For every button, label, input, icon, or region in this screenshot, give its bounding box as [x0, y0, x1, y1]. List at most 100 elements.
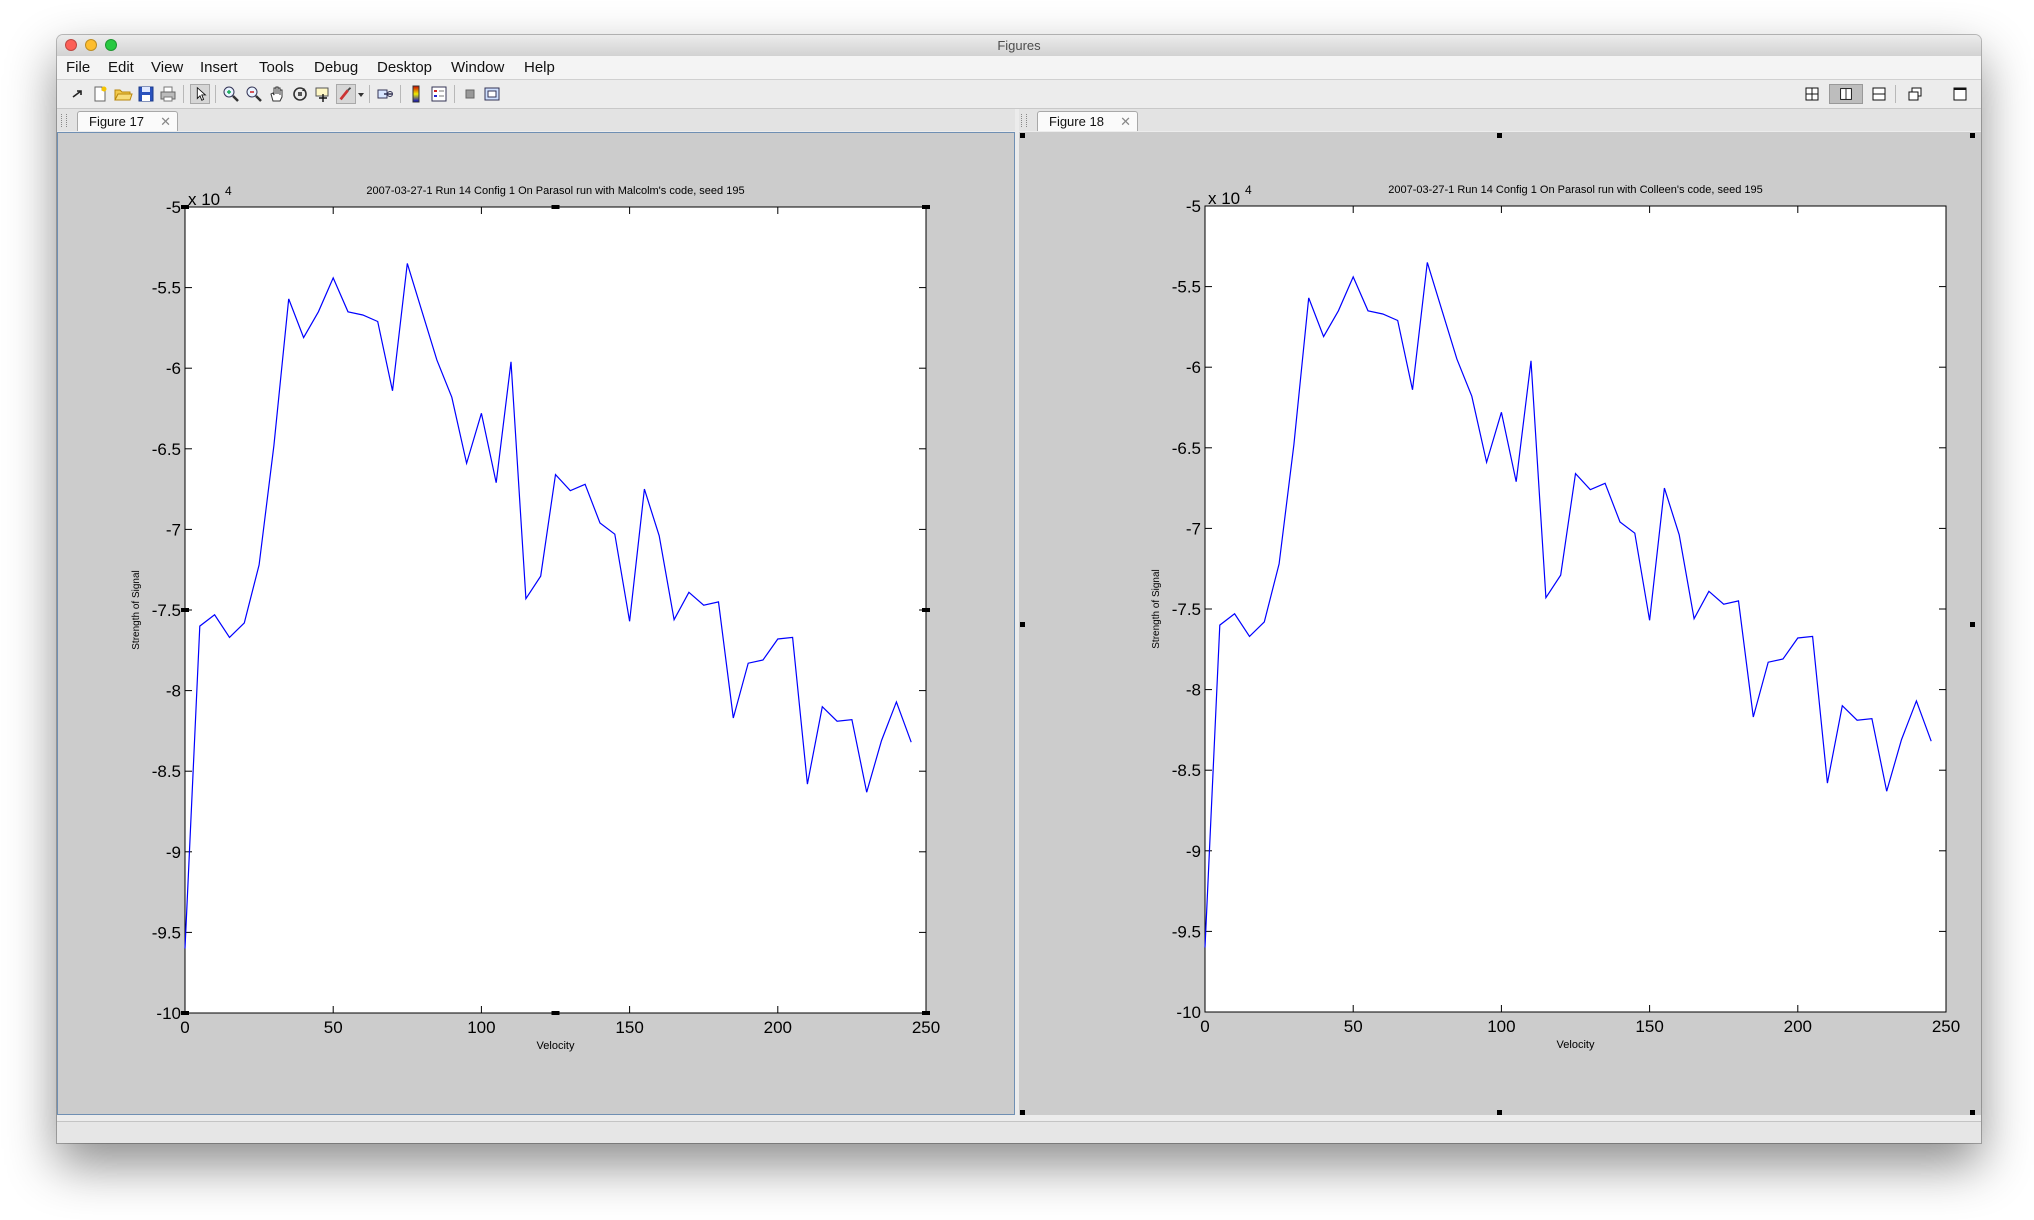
- fig17-selection-handle: [181, 608, 189, 612]
- fig18-panel-handle: [1970, 622, 1975, 627]
- fig18-ytick-label: -8: [1186, 681, 1201, 700]
- show-plot-tools-icon[interactable]: [482, 84, 502, 104]
- fig18-plot-area: [1204, 205, 1947, 1013]
- float-icon[interactable]: [1905, 84, 1925, 104]
- fig17-xtick-label: 50: [324, 1018, 343, 1037]
- fig18-ytick-label: -9.5: [1172, 922, 1201, 941]
- pan-hand-icon[interactable]: [267, 84, 287, 104]
- maximize-icon[interactable]: [1950, 84, 1970, 104]
- open-file-icon[interactable]: [113, 84, 133, 104]
- minimize-window-button[interactable]: [85, 39, 97, 51]
- tab-figure-18[interactable]: Figure 18 ✕: [1037, 111, 1138, 131]
- figure-18-panel[interactable]: 2007-03-27-1 Run 14 Config 1 On Parasol …: [1019, 132, 1981, 1115]
- fig17-exponent-power: 4: [225, 184, 232, 198]
- fig17-xtick-label: 200: [764, 1018, 792, 1037]
- menu-help[interactable]: Help: [524, 59, 555, 76]
- fig18-xtick-label: 150: [1635, 1017, 1663, 1036]
- fig18-xtick-label: 0: [1200, 1017, 1209, 1036]
- link-plot-icon[interactable]: [375, 84, 395, 104]
- fig17-ytick-label: -6.5: [152, 440, 181, 459]
- fig18-xtick-label: 100: [1487, 1017, 1515, 1036]
- fig18-ytick-label: -9: [1186, 842, 1201, 861]
- print-icon[interactable]: [158, 84, 178, 104]
- tab-figure-17[interactable]: Figure 17 ✕: [77, 111, 178, 131]
- fig18-xtick-label: 250: [1932, 1017, 1960, 1036]
- fig17-exponent-label: x 10: [188, 190, 220, 209]
- fig18-panel-handle: [1020, 1110, 1025, 1115]
- menu-desktop[interactable]: Desktop: [377, 59, 433, 76]
- hide-plot-tools-icon[interactable]: [460, 84, 480, 104]
- insert-legend-icon[interactable]: [429, 84, 449, 104]
- menu-debug[interactable]: Debug: [314, 59, 359, 76]
- fig17-ytick-label: -7: [166, 520, 181, 539]
- fig18-ytick-label: -5: [1186, 197, 1201, 216]
- menu-window[interactable]: Window: [451, 59, 505, 76]
- fig17-xlabel: Velocity: [537, 1040, 575, 1052]
- figure-17-canvas: 2007-03-27-1 Run 14 Config 1 On Parasol …: [131, 184, 940, 1052]
- fig17-ytick-label: -10: [156, 1004, 181, 1023]
- fig18-ytick-label: -6.5: [1172, 439, 1201, 458]
- fig17-xtick-label: 250: [912, 1018, 940, 1037]
- fig17-selection-handle: [551, 1011, 560, 1015]
- fig17-ytick-label: -6: [166, 359, 181, 378]
- fig18-panel-handle: [1020, 622, 1025, 627]
- status-bar: [57, 1121, 1981, 1143]
- menu-tools[interactable]: Tools: [259, 59, 295, 76]
- figure-18-drag-grip[interactable]: [1021, 114, 1027, 127]
- figure-18-tabbar: Figure 18 ✕: [1019, 109, 1981, 131]
- zoom-in-icon[interactable]: [221, 84, 241, 104]
- figures-window: Figures File Edit View Insert Tools Debu…: [57, 35, 1981, 1143]
- close-window-button[interactable]: [65, 39, 77, 51]
- fig18-title: 2007-03-27-1 Run 14 Config 1 On Parasol …: [1388, 184, 1763, 196]
- dock-arrow-icon[interactable]: [68, 84, 88, 104]
- fig18-exponent-label: x 10: [1208, 189, 1240, 208]
- fig17-selection-handle: [181, 205, 189, 209]
- figure-toolbar: [57, 80, 1981, 109]
- insert-colorbar-icon[interactable]: [406, 84, 426, 104]
- fig17-ytick-label: -7.5: [152, 601, 181, 620]
- fig17-selection-handle: [922, 1011, 930, 1015]
- fig17-series-line: [184, 263, 912, 949]
- figure-17-tabbar: Figure 17 ✕: [57, 109, 1015, 131]
- tab-figure-17-close-icon[interactable]: ✕: [160, 114, 171, 129]
- tab-figure-18-close-icon[interactable]: ✕: [1120, 114, 1131, 129]
- fig17-ytick-label: -9: [166, 843, 181, 862]
- fig17-selection-handle: [922, 205, 930, 209]
- save-icon[interactable]: [136, 84, 156, 104]
- fig17-ytick-label: -8: [166, 682, 181, 701]
- figure-17-panel[interactable]: 2007-03-27-1 Run 14 Config 1 On Parasol …: [57, 132, 1015, 1115]
- menu-view[interactable]: View: [151, 59, 184, 76]
- fig18-panel-handle: [1970, 133, 1975, 138]
- menu-insert[interactable]: Insert: [200, 59, 238, 76]
- fig17-ytick-label: -5.5: [152, 279, 181, 298]
- fig18-panel-handle: [1020, 133, 1025, 138]
- window-title: Figures: [997, 38, 1041, 53]
- brush-dropdown-icon[interactable]: [356, 84, 366, 104]
- split-left-right-icon[interactable]: [1829, 84, 1863, 104]
- fig18-panel-handle: [1497, 133, 1502, 138]
- rotate-3d-icon[interactable]: [290, 84, 310, 104]
- edit-plot-icon[interactable]: [190, 84, 210, 104]
- data-cursor-icon[interactable]: [313, 84, 333, 104]
- tile-grid-icon[interactable]: [1802, 84, 1822, 104]
- menu-edit[interactable]: Edit: [108, 59, 134, 76]
- title-bar[interactable]: Figures: [57, 35, 1981, 57]
- zoom-out-icon[interactable]: [244, 84, 264, 104]
- fig17-title: 2007-03-27-1 Run 14 Config 1 On Parasol …: [366, 185, 744, 197]
- fig17-ytick-label: -5: [166, 198, 181, 217]
- menu-bar: File Edit View Insert Tools Debug Deskto…: [57, 56, 1981, 80]
- fig18-ytick-label: -8.5: [1172, 761, 1201, 780]
- fig17-selection-handle: [922, 608, 930, 612]
- menu-file[interactable]: File: [66, 59, 91, 76]
- fig18-panel-handle: [1497, 1110, 1502, 1115]
- fig18-ytick-label: -5.5: [1172, 278, 1201, 297]
- fig18-ytick-label: -7: [1186, 519, 1201, 538]
- split-top-bottom-icon[interactable]: [1869, 84, 1889, 104]
- fig17-ytick-label: -9.5: [152, 923, 181, 942]
- fig18-ytick-label: -6: [1186, 358, 1201, 377]
- zoom-window-button[interactable]: [105, 39, 117, 51]
- new-figure-icon[interactable]: [90, 84, 110, 104]
- figure-17-drag-grip[interactable]: [61, 114, 67, 127]
- brush-icon[interactable]: [336, 84, 356, 104]
- figure-18-canvas: 2007-03-27-1 Run 14 Config 1 On Parasol …: [1020, 133, 1975, 1115]
